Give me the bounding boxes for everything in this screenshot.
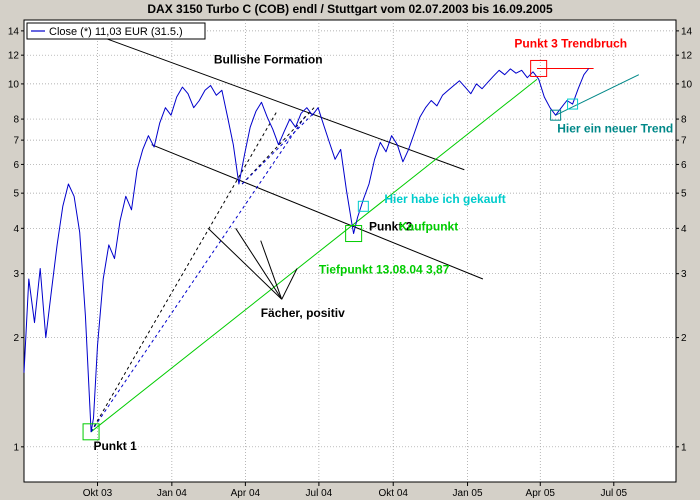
x-axis: Okt 03 Jan 04 Apr 04 Jul 04 Okt 04 Jan 05 Apr … [83,482,628,499]
y-tick-label-right: 6 [681,160,687,171]
marker-box [530,59,548,77]
fan-pointer-line [260,240,283,300]
annotation: Hier ein neuer Trend [557,121,673,135]
y-tick-label-right: 3 [681,269,687,280]
y-tick-label-right: 10 [681,79,693,90]
fan-pointer-line [281,268,298,300]
annotation-layer: Punkt 1 Bullishe Formation Punkt 2Kaufpunk… [93,36,673,453]
y-tick-label-left: 2 [13,333,19,344]
trend-line [90,78,538,433]
legend-label: Close (*) 11,03 EUR (31.5.) [49,26,183,38]
chart-title: DAX 3150 Turbo C (COB) endl / Stuttgart … [147,2,553,16]
y-tick-label-right: 8 [681,115,687,126]
series-layer [23,68,590,433]
trend-line [90,111,278,433]
annotation: Kaufpunkt [399,219,458,233]
x-tick-label: Apr 04 [231,488,261,499]
legend-box [26,22,206,40]
annotation: Punkt 2 [369,219,413,233]
y-tick-label-right: 14 [681,26,693,37]
plot-area [23,19,677,483]
y-tick-label-left: 4 [13,224,19,235]
x-tick-label: Jul 04 [306,488,333,499]
y-tick-label-left: 8 [13,115,19,126]
y-tick-label-left: 10 [8,79,20,90]
fan-pointer-line [207,227,283,300]
y-tick-label-left: 1 [13,442,19,453]
marker-box [82,423,100,441]
marker-box [357,200,369,212]
fan-pointer-line [235,228,283,300]
x-tick-label: Apr 05 [526,488,556,499]
annotation: Bullishe Formation [214,52,323,66]
x-tick-label: Jul 05 [600,488,627,499]
y-tick-label-left: 7 [13,136,19,147]
y-tick-label-left: 14 [8,26,20,37]
trend-line [90,114,307,433]
marker-box [567,98,579,110]
annotation: Hier habe ich gekauft [384,192,505,206]
legend: Close (*) 11,03 EUR (31.5.) [26,22,206,40]
x-tick-label: Okt 03 [83,488,113,499]
y-tick-label-left: 5 [13,189,19,200]
y-tick-label-left: 6 [13,160,19,171]
series-line-close [23,68,590,433]
y-tick-label-right: 1 [681,442,687,453]
y-tick-label-left: 12 [8,51,20,62]
trend-lines [90,34,640,433]
y-tick-label-left: 3 [13,269,19,280]
marker-layer [82,59,579,441]
y-tick-label-right: 5 [681,189,687,200]
trend-line [97,34,465,171]
y-tick-label-right: 4 [681,224,687,235]
annotation: Tiefpunkt 13.08.04 3,87 [319,263,450,277]
y-tick-label-right: 12 [681,51,693,62]
annotation: Punkt 3 Trendbruch [514,36,627,50]
y-tick-label-right: 7 [681,136,687,147]
x-tick-label: Jan 05 [453,488,483,499]
trend-line [151,144,484,280]
trend-line [555,74,640,116]
x-tick-label: Okt 04 [378,488,408,499]
marker-box [345,225,363,243]
marker-box [550,109,562,121]
annotation: Fächer, positiv [261,306,345,320]
trend-line [241,114,312,185]
x-tick-label: Jan 04 [157,488,187,499]
annotation: Punkt 1 [93,439,137,453]
y-tick-label-right: 2 [681,333,687,344]
